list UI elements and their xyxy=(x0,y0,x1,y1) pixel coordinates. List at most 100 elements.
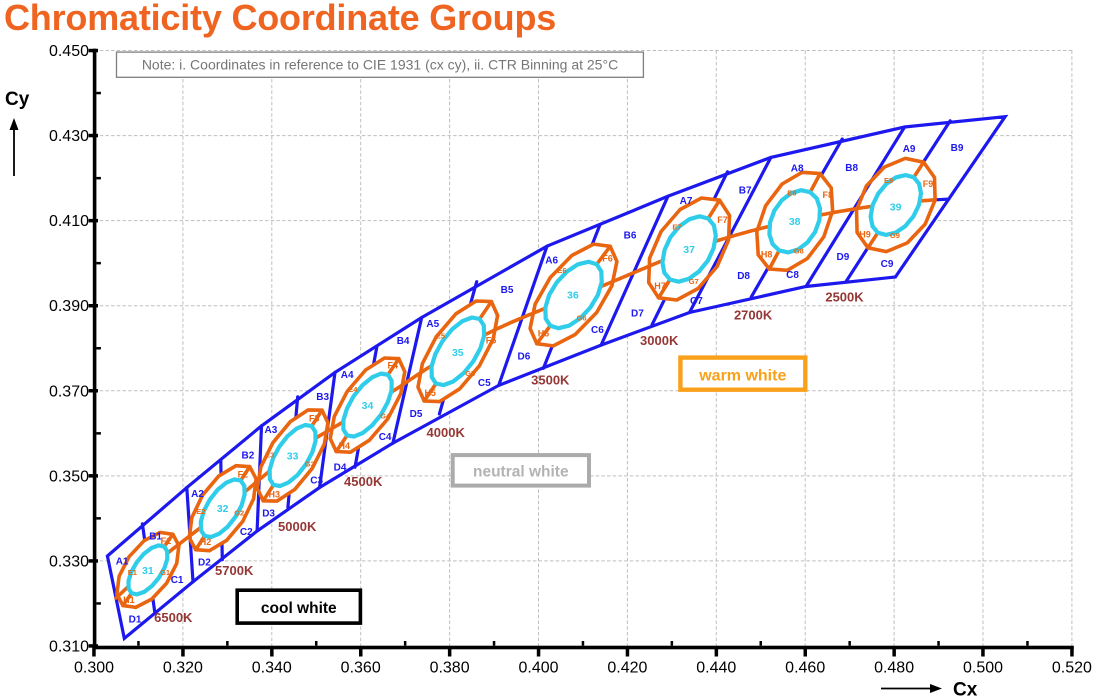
svg-text:0.380: 0.380 xyxy=(430,660,470,677)
svg-text:E3: E3 xyxy=(265,451,274,460)
svg-text:D4: D4 xyxy=(334,462,347,473)
svg-text:E6: E6 xyxy=(557,266,566,275)
svg-text:B7: B7 xyxy=(739,186,752,197)
svg-text:F2: F2 xyxy=(238,470,249,480)
svg-text:A6: A6 xyxy=(545,255,558,266)
svg-text:D2: D2 xyxy=(198,558,211,569)
svg-text:31: 31 xyxy=(142,565,154,577)
svg-text:F8: F8 xyxy=(823,190,834,200)
svg-text:5700K: 5700K xyxy=(215,563,254,578)
svg-text:D6: D6 xyxy=(518,352,531,363)
svg-text:Note: i. Coordinates in refere: Note: i. Coordinates in reference to CIE… xyxy=(142,57,618,73)
svg-text:F6: F6 xyxy=(602,253,613,263)
svg-text:34: 34 xyxy=(362,400,374,412)
svg-text:D8: D8 xyxy=(737,271,750,282)
svg-text:E1: E1 xyxy=(128,568,137,577)
svg-text:2500K: 2500K xyxy=(825,290,864,305)
svg-text:6500K: 6500K xyxy=(154,610,193,625)
svg-text:G5: G5 xyxy=(465,369,475,378)
svg-text:D1: D1 xyxy=(129,615,142,626)
svg-text:C7: C7 xyxy=(690,296,703,307)
svg-text:37: 37 xyxy=(683,244,695,256)
svg-text:B4: B4 xyxy=(397,336,410,347)
svg-text:0.520: 0.520 xyxy=(1052,660,1092,677)
svg-text:D3: D3 xyxy=(262,509,275,520)
svg-text:A2: A2 xyxy=(191,489,204,500)
svg-text:E8: E8 xyxy=(787,189,796,198)
svg-text:C1: C1 xyxy=(171,575,184,586)
svg-text:39: 39 xyxy=(890,201,902,213)
svg-text:B6: B6 xyxy=(624,230,637,241)
svg-text:G8: G8 xyxy=(794,246,804,255)
svg-text:G9: G9 xyxy=(890,231,900,240)
svg-text:D9: D9 xyxy=(837,252,850,263)
svg-text:38: 38 xyxy=(789,216,801,228)
svg-text:D5: D5 xyxy=(410,409,423,420)
svg-text:F5: F5 xyxy=(486,335,497,345)
svg-text:H3: H3 xyxy=(269,489,281,499)
svg-text:C6: C6 xyxy=(591,325,604,336)
svg-text:C3: C3 xyxy=(310,476,323,487)
svg-text:0.310: 0.310 xyxy=(49,639,89,656)
svg-text:B9: B9 xyxy=(951,143,964,154)
svg-text:3000K: 3000K xyxy=(640,333,679,348)
svg-text:Cy: Cy xyxy=(5,89,30,110)
svg-text:0.480: 0.480 xyxy=(874,660,914,677)
svg-text:cool white: cool white xyxy=(261,600,337,617)
svg-text:D7: D7 xyxy=(631,308,644,319)
svg-text:0.300: 0.300 xyxy=(74,660,114,677)
svg-text:0.340: 0.340 xyxy=(252,660,292,677)
svg-text:H1: H1 xyxy=(123,595,135,605)
svg-text:F3: F3 xyxy=(309,413,320,423)
svg-text:B2: B2 xyxy=(242,450,255,461)
svg-text:A7: A7 xyxy=(680,196,693,207)
svg-text:F7: F7 xyxy=(717,215,728,225)
svg-text:C8: C8 xyxy=(786,270,799,281)
svg-text:0.410: 0.410 xyxy=(49,213,89,230)
svg-text:E9: E9 xyxy=(884,176,893,185)
svg-text:0.450: 0.450 xyxy=(49,43,89,60)
svg-text:A4: A4 xyxy=(341,370,354,381)
svg-text:G7: G7 xyxy=(689,277,699,286)
svg-text:H4: H4 xyxy=(339,441,351,451)
svg-text:F4: F4 xyxy=(388,360,399,370)
svg-text:0.430: 0.430 xyxy=(49,128,89,145)
svg-text:Cx: Cx xyxy=(953,680,978,698)
svg-text:C4: C4 xyxy=(379,432,392,443)
svg-text:C9: C9 xyxy=(881,259,894,270)
svg-text:A1: A1 xyxy=(116,556,129,567)
svg-text:35: 35 xyxy=(452,347,464,359)
svg-text:E7: E7 xyxy=(672,223,681,232)
svg-text:G1: G1 xyxy=(160,568,170,577)
svg-text:H7: H7 xyxy=(654,281,666,291)
svg-text:E2: E2 xyxy=(196,507,205,516)
svg-text:G2: G2 xyxy=(234,508,244,517)
svg-text:C5: C5 xyxy=(478,378,491,389)
svg-text:F9: F9 xyxy=(923,179,934,189)
svg-text:0.440: 0.440 xyxy=(696,660,736,677)
svg-text:E5: E5 xyxy=(436,332,445,341)
svg-text:F1: F1 xyxy=(161,536,172,546)
svg-text:0.350: 0.350 xyxy=(49,468,89,485)
svg-text:H5: H5 xyxy=(424,388,436,398)
svg-text:0.420: 0.420 xyxy=(607,660,647,677)
svg-text:G6: G6 xyxy=(577,314,587,323)
svg-text:H8: H8 xyxy=(761,250,773,260)
svg-text:A5: A5 xyxy=(426,319,439,330)
svg-text:0.330: 0.330 xyxy=(49,553,89,570)
svg-text:33: 33 xyxy=(287,450,299,462)
svg-text:E4: E4 xyxy=(348,385,358,394)
svg-text:4500K: 4500K xyxy=(344,474,383,489)
svg-text:0.400: 0.400 xyxy=(518,660,558,677)
svg-text:H6: H6 xyxy=(538,329,550,339)
svg-text:B3: B3 xyxy=(316,392,329,403)
svg-text:5000K: 5000K xyxy=(278,519,317,534)
svg-text:warm white: warm white xyxy=(698,367,786,384)
svg-text:A8: A8 xyxy=(791,164,804,175)
svg-text:H2: H2 xyxy=(200,537,212,547)
svg-text:36: 36 xyxy=(567,289,579,301)
svg-text:G3: G3 xyxy=(305,459,315,468)
svg-text:0.390: 0.390 xyxy=(49,298,89,315)
svg-text:B5: B5 xyxy=(501,285,514,296)
svg-text:0.370: 0.370 xyxy=(49,383,89,400)
